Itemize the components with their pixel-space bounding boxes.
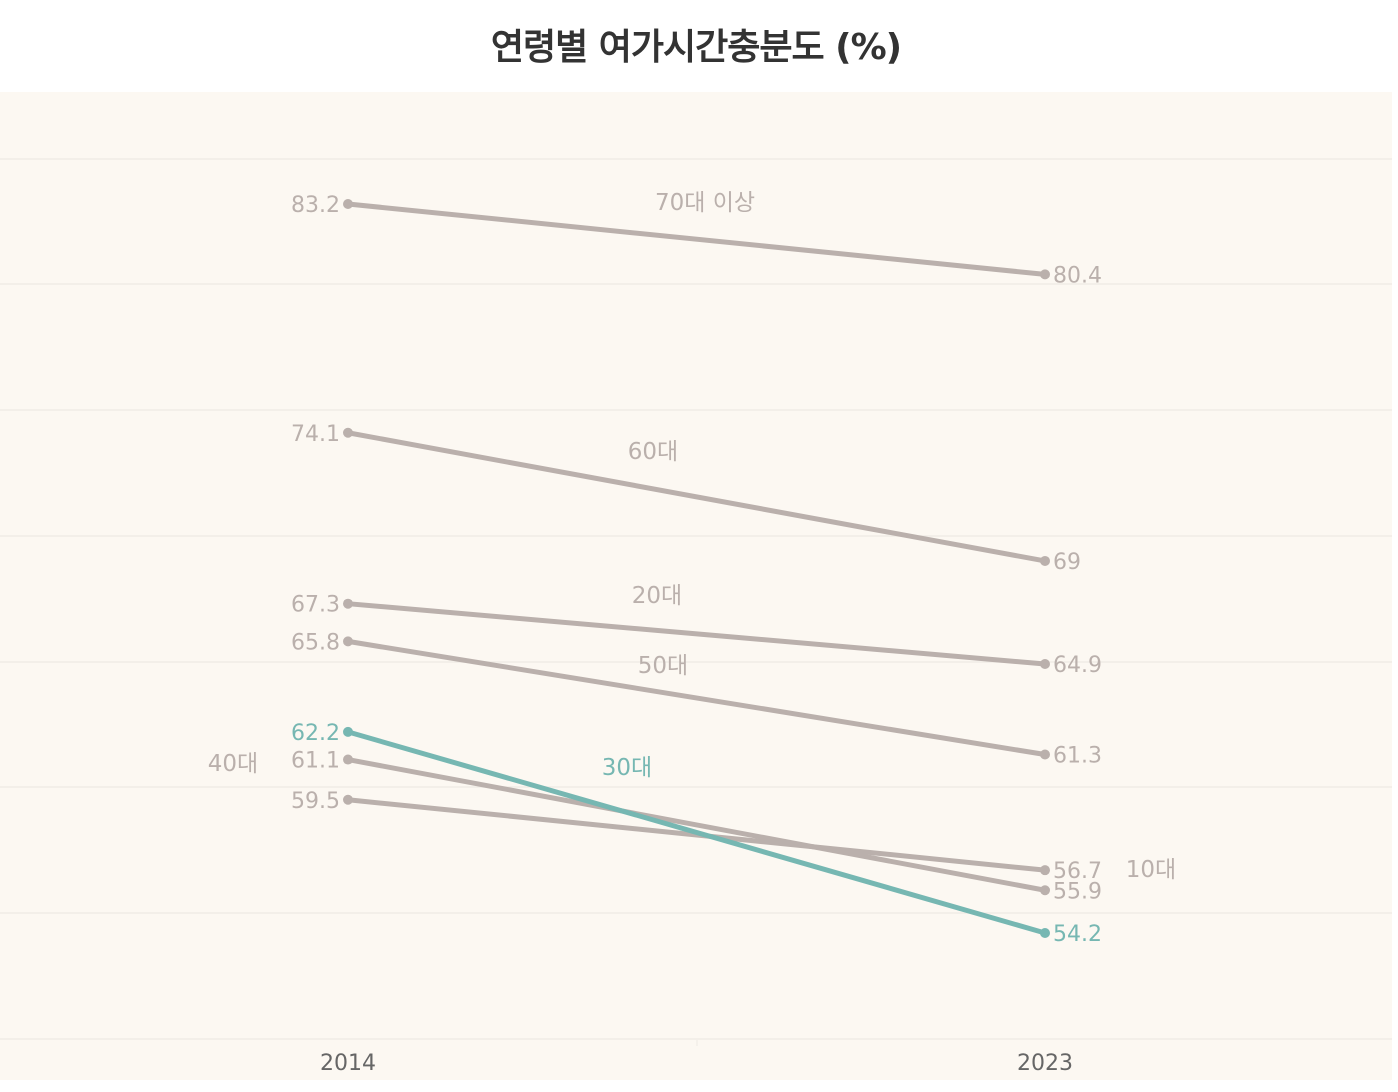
data-point[interactable] — [343, 794, 353, 805]
series-line[interactable] — [345, 601, 1048, 667]
series-name-label: 60대 — [628, 439, 678, 465]
series-line[interactable] — [345, 638, 1048, 758]
value-label-2023: 69 — [1053, 550, 1081, 575]
series-name-label: 70대 이상 — [655, 190, 755, 216]
series-line[interactable] — [345, 201, 1048, 277]
series-70대 이상[interactable] — [343, 199, 1050, 280]
data-point[interactable] — [1040, 865, 1050, 876]
value-label-2014: 61.1 — [291, 749, 340, 774]
data-point[interactable] — [343, 427, 353, 438]
value-label-2014: 74.1 — [291, 422, 340, 447]
series-20대[interactable] — [343, 598, 1050, 670]
series-labels: 83.2 80.4 70대 이상 74.1 69 60대 67.3 64.9 20대 65.8 61… — [208, 190, 1176, 947]
series-50대[interactable] — [343, 636, 1050, 760]
value-label-2014: 62.2 — [291, 721, 340, 746]
series-line[interactable] — [345, 757, 1048, 893]
series-name-label: 40대 — [208, 751, 258, 777]
series-line[interactable] — [345, 430, 1048, 564]
series-name-label: 50대 — [638, 653, 688, 679]
data-point[interactable] — [1040, 659, 1050, 670]
series-60대[interactable] — [343, 427, 1050, 566]
series-name-label: 30대 — [602, 755, 652, 781]
value-label-2014: 83.2 — [291, 193, 340, 218]
data-point[interactable] — [1040, 928, 1050, 938]
x-axis: 2014 2023 — [320, 1051, 1073, 1076]
value-label-2023: 80.4 — [1053, 263, 1102, 288]
data-point[interactable] — [1040, 269, 1050, 280]
data-point[interactable] — [343, 598, 353, 609]
series-30대[interactable] — [343, 726, 1050, 938]
value-label-2014: 59.5 — [291, 789, 340, 814]
plot-background — [0, 92, 1392, 1080]
value-label-2014: 67.3 — [291, 593, 340, 618]
series-line[interactable] — [345, 729, 1048, 936]
chart-title: 연령별 여가시간충분도 (%) — [490, 27, 902, 68]
value-label-2023: 56.7 — [1053, 859, 1102, 884]
x-tick-label: 2014 — [320, 1051, 376, 1076]
series-lines — [343, 199, 1050, 938]
value-label-2023: 55.9 — [1053, 879, 1102, 904]
data-point[interactable] — [343, 726, 353, 737]
value-label-2023: 64.9 — [1053, 653, 1102, 678]
data-point[interactable] — [343, 636, 353, 647]
data-point[interactable] — [343, 199, 353, 209]
data-point[interactable] — [343, 754, 353, 765]
data-point[interactable] — [1040, 749, 1050, 760]
value-label-2023: 61.3 — [1053, 744, 1102, 769]
data-point[interactable] — [1040, 555, 1050, 566]
series-name-label: 10대 — [1126, 857, 1176, 883]
series-name-label: 20대 — [632, 583, 682, 609]
gridlines — [0, 158, 1392, 1040]
series-40대[interactable] — [343, 754, 1050, 896]
value-label-2014: 65.8 — [291, 630, 340, 655]
value-label-2023: 54.2 — [1053, 922, 1102, 947]
data-point[interactable] — [1040, 885, 1050, 896]
x-tick-label: 2023 — [1017, 1051, 1073, 1076]
